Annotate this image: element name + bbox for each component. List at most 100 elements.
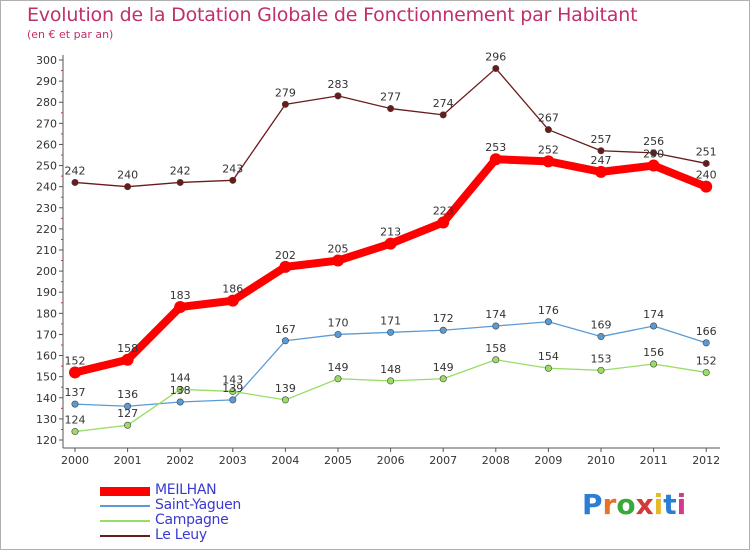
data-label-meilhan: 247: [591, 154, 612, 167]
y-tick-label: 210: [36, 244, 57, 257]
x-tick-label: 2009: [534, 454, 562, 467]
data-label-le-leuy: 256: [643, 135, 664, 148]
y-tick-label: 230: [36, 202, 57, 215]
data-label-meilhan: 183: [170, 289, 191, 302]
data-point-le-leuy: [281, 100, 289, 108]
data-label-saint-yaguen: 139: [222, 382, 243, 395]
data-label-campagne: 139: [275, 382, 296, 395]
data-point-saint-yaguen: [492, 322, 500, 330]
data-point-saint-yaguen: [597, 333, 605, 341]
data-point-le-leuy: [387, 105, 395, 113]
data-label-meilhan: 223: [433, 205, 454, 218]
data-point-le-leuy: [544, 126, 552, 134]
data-point-le-leuy: [702, 159, 710, 167]
y-tick-label: 180: [36, 307, 57, 320]
proxiti-logo: Proxiti: [582, 488, 686, 521]
data-point-meilhan: [542, 155, 555, 168]
y-tick-label: 290: [36, 75, 57, 88]
y-tick-label: 150: [36, 371, 57, 384]
data-point-meilhan: [121, 353, 134, 366]
data-point-meilhan: [226, 294, 239, 307]
data-label-le-leuy: 296: [485, 50, 506, 63]
data-point-meilhan: [647, 159, 660, 172]
data-point-le-leuy: [334, 92, 342, 100]
data-point-le-leuy: [124, 183, 132, 191]
line-chart: 120 130 140 150 160 170 180 190 200 210 220 230 240 2…: [36, 50, 720, 467]
data-label-le-leuy: 242: [65, 164, 86, 177]
data-label-campagne: 158: [485, 342, 506, 355]
data-label-saint-yaguen: 172: [433, 312, 454, 325]
data-point-saint-yaguen: [71, 400, 79, 408]
data-point-saint-yaguen: [544, 318, 552, 326]
data-point-saint-yaguen: [229, 396, 237, 404]
data-point-saint-yaguen: [124, 402, 132, 410]
data-label-campagne: 127: [117, 407, 138, 420]
data-label-le-leuy: 283: [328, 78, 349, 91]
data-label-meilhan: 152: [65, 354, 86, 367]
x-tick-label: 2004: [271, 454, 299, 467]
x-tick-label: 2010: [587, 454, 615, 467]
chart-title: Evolution de la Dotation Globale de Fonc…: [27, 4, 638, 26]
data-label-campagne: 153: [591, 352, 612, 365]
data-label-saint-yaguen: 166: [696, 325, 717, 338]
data-label-campagne: 148: [380, 363, 401, 376]
data-point-saint-yaguen: [176, 398, 184, 406]
data-point-campagne: [702, 368, 710, 376]
data-point-campagne: [176, 385, 184, 393]
data-label-meilhan: 240: [696, 169, 717, 182]
legend-swatch-saint-yaguen: [100, 505, 150, 507]
y-tick-label: 200: [36, 265, 57, 278]
data-point-meilhan: [69, 366, 81, 379]
x-tick-label: 2002: [166, 454, 194, 467]
data-label-le-leuy: 257: [591, 133, 612, 146]
y-tick-label: 280: [36, 96, 57, 109]
legend-swatch-le-leuy: [100, 535, 150, 537]
data-point-campagne: [597, 366, 605, 374]
data-point-campagne: [124, 421, 132, 429]
data-label-saint-yaguen: 171: [380, 314, 401, 327]
data-point-campagne: [492, 356, 500, 364]
data-label-campagne: 156: [643, 346, 664, 359]
x-tick-label: 2000: [61, 454, 89, 467]
data-label-saint-yaguen: 170: [328, 316, 349, 329]
x-tick-label: 2003: [219, 454, 247, 467]
logo-letter: i: [653, 488, 664, 521]
y-tick-label: 220: [36, 223, 57, 236]
data-point-campagne: [281, 396, 289, 404]
y-tick-label: 160: [36, 350, 57, 363]
data-point-saint-yaguen: [702, 339, 710, 347]
data-label-le-leuy: 251: [696, 145, 717, 158]
data-point-le-leuy: [597, 147, 605, 155]
logo-letter: i: [676, 488, 687, 521]
y-tick-label: 300: [36, 54, 57, 67]
data-point-meilhan: [279, 260, 292, 273]
data-point-le-leuy: [439, 111, 447, 119]
chart-subtitle: (en € et par an): [27, 28, 114, 41]
data-label-saint-yaguen: 167: [275, 323, 296, 336]
data-label-le-leuy: 240: [117, 169, 138, 182]
x-tick-label: 2005: [324, 454, 352, 467]
data-label-saint-yaguen: 169: [591, 319, 612, 332]
series-line-meilhan: [74, 155, 708, 377]
y-tick-label: 250: [36, 160, 57, 173]
data-point-le-leuy: [650, 149, 658, 157]
legend-swatch-campagne: [100, 520, 150, 522]
data-point-campagne: [229, 387, 237, 395]
data-point-campagne: [71, 428, 79, 436]
x-tick-label: 2012: [692, 454, 720, 467]
data-point-saint-yaguen: [334, 330, 342, 338]
data-label-saint-yaguen: 138: [170, 384, 191, 397]
logo-letter: P: [582, 488, 603, 521]
data-label-le-leuy: 274: [433, 97, 454, 110]
data-point-saint-yaguen: [281, 337, 289, 345]
data-point-meilhan: [489, 153, 502, 166]
data-label-saint-yaguen: 174: [643, 308, 664, 321]
data-point-meilhan: [384, 237, 397, 250]
data-label-campagne: 152: [696, 354, 717, 367]
data-label-meilhan: 253: [485, 141, 506, 154]
x-tick-label: 2006: [377, 454, 405, 467]
x-tick-label: 2001: [114, 454, 142, 467]
data-label-meilhan: 205: [328, 243, 349, 256]
data-point-saint-yaguen: [387, 328, 395, 336]
data-label-saint-yaguen: 174: [485, 308, 506, 321]
